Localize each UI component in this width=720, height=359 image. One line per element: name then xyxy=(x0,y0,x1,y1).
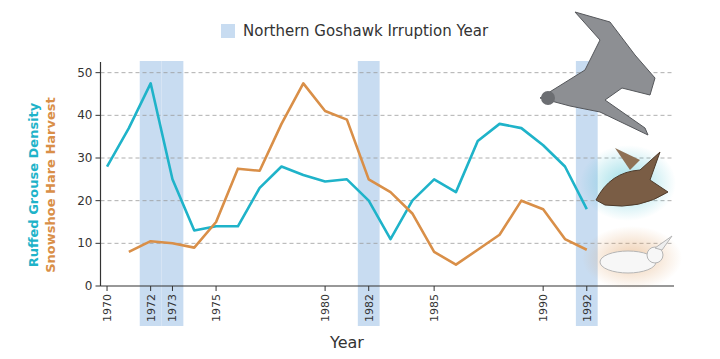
x-tick-label: 1970 xyxy=(101,294,114,322)
series-line xyxy=(107,83,587,239)
x-tick xyxy=(216,286,217,291)
x-tick-label: 1980 xyxy=(319,294,332,322)
hare-glow xyxy=(582,226,682,290)
x-tick xyxy=(172,286,173,291)
hawk-icon xyxy=(540,12,655,135)
series-line xyxy=(129,83,587,264)
legend-label: Northern Goshawk Irruption Year xyxy=(243,22,489,40)
x-tick xyxy=(107,286,108,291)
y-tick-label: 40 xyxy=(77,108,92,122)
y-tick xyxy=(96,200,101,201)
lines xyxy=(107,83,587,264)
x-tick xyxy=(434,286,435,291)
y-tick xyxy=(96,115,101,116)
hare-ear xyxy=(655,236,672,250)
grouse-glow xyxy=(580,145,676,221)
x-tick-label: 1985 xyxy=(428,294,441,322)
y-tick xyxy=(96,72,101,73)
hawk-head xyxy=(541,91,555,105)
legend-swatch xyxy=(221,24,235,38)
x-axis-title: Year xyxy=(329,333,364,352)
grid-line xyxy=(101,115,675,116)
y-axis xyxy=(100,62,101,286)
x-tick xyxy=(150,286,151,291)
x-tick xyxy=(325,286,326,291)
y-tick-label: 20 xyxy=(77,194,92,208)
x-tick xyxy=(368,286,369,291)
y-tick-label: 30 xyxy=(77,151,92,165)
x-tick-label: 1975 xyxy=(210,294,223,322)
y-axis-title: Ruffed Grouse Density xyxy=(26,102,41,267)
x-tick-label: 1982 xyxy=(363,294,376,322)
y-tick xyxy=(96,286,101,287)
y-tick-label: 10 xyxy=(77,236,92,250)
x-tick xyxy=(543,286,544,291)
x-tick-label: 1972 xyxy=(145,294,158,322)
grouse-wing xyxy=(615,148,640,170)
x-tick-label: 1990 xyxy=(537,294,550,322)
y-axis-title: Snowshoe Hare Harvest xyxy=(43,97,58,273)
y-tick-label: 50 xyxy=(77,66,92,80)
x-tick-label: 1992 xyxy=(581,294,594,322)
x-tick xyxy=(586,286,587,291)
chart: 0 10 20 30 40 50 1970 1972 1973 1975 1980 1982 1985 1… xyxy=(0,0,720,359)
y-tick xyxy=(96,158,101,159)
grid-line xyxy=(101,158,675,159)
illustrations xyxy=(540,12,682,290)
y-tick-label: 0 xyxy=(85,279,93,293)
x-axis xyxy=(101,285,675,286)
x-tick-label: 1973 xyxy=(166,294,179,322)
y-tick xyxy=(96,243,101,244)
